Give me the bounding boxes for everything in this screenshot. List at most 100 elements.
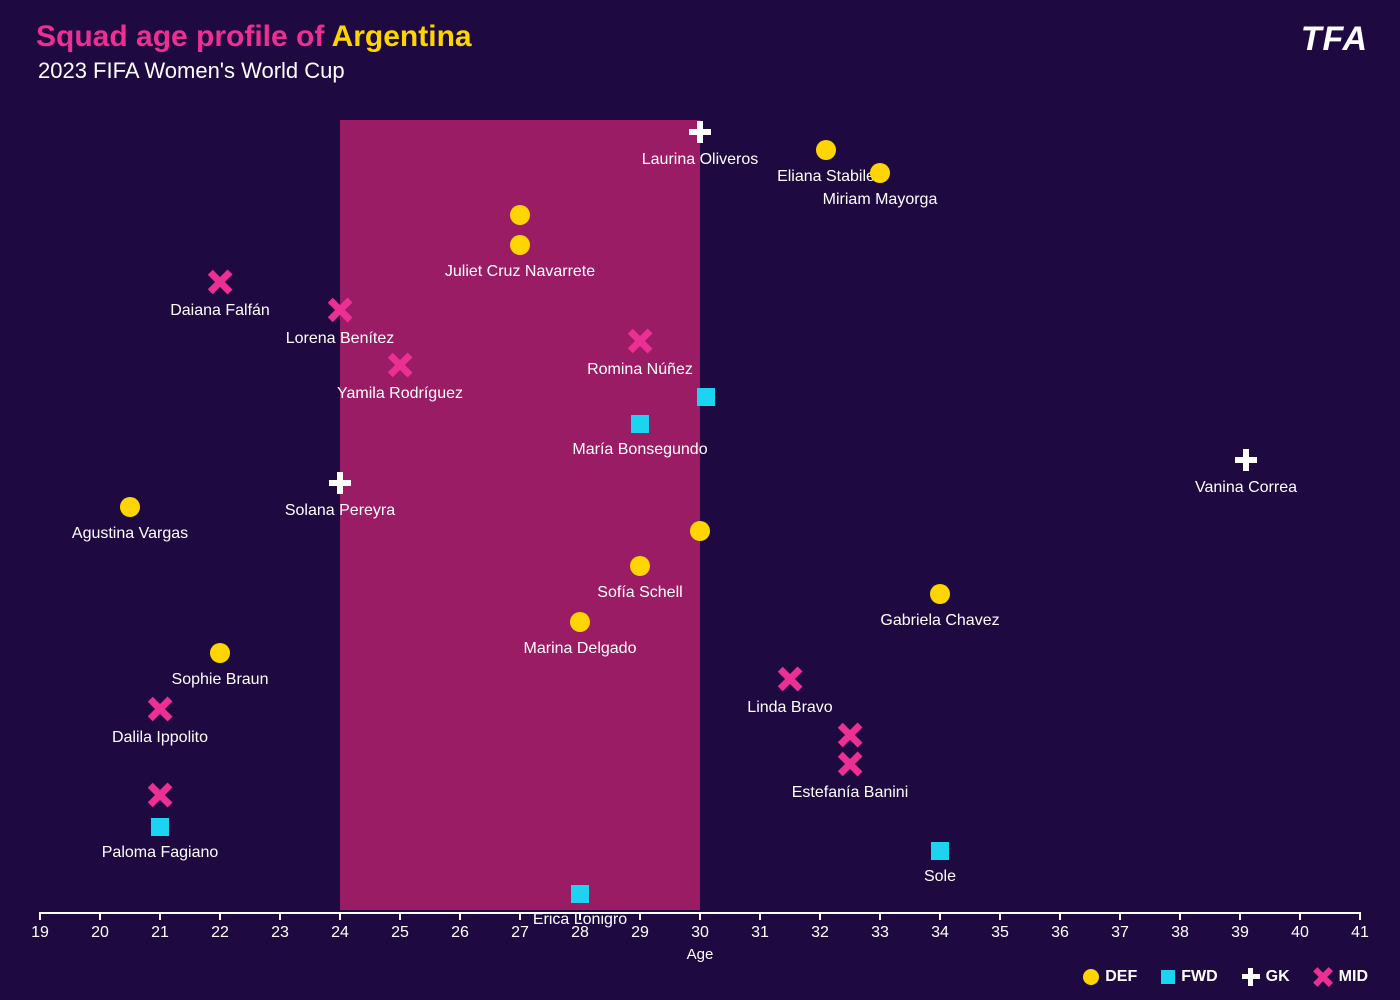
- data-point: [388, 353, 412, 377]
- brand-logo: TFA: [1301, 20, 1368, 59]
- data-point: [148, 783, 172, 807]
- data-point-label: Gabriela Chavez: [880, 612, 999, 630]
- legend-item: FWD: [1161, 968, 1217, 986]
- data-point: [630, 556, 650, 576]
- data-point: [329, 472, 351, 494]
- legend-marker: [1314, 967, 1333, 986]
- x-tick-label: 32: [811, 924, 829, 942]
- legend-marker: [1083, 969, 1099, 985]
- legend-marker: [1242, 968, 1260, 986]
- x-tick: [699, 912, 701, 920]
- x-tick-label: 29: [631, 924, 649, 942]
- legend-marker: [1161, 970, 1175, 984]
- data-point-label: Lorena Benítez: [286, 330, 395, 348]
- x-tick-label: 27: [511, 924, 529, 942]
- x-tick: [1179, 912, 1181, 920]
- data-point: [1235, 449, 1257, 471]
- data-point: [930, 584, 950, 604]
- data-point: [151, 818, 169, 836]
- legend-item: DEF: [1083, 968, 1137, 986]
- data-point-label: Vanina Correa: [1195, 479, 1297, 497]
- x-tick: [759, 912, 761, 920]
- data-point-label: Laurina Oliveros: [642, 151, 759, 169]
- x-axis-label: Age: [687, 946, 714, 963]
- x-tick: [219, 912, 221, 920]
- data-point: [510, 205, 530, 225]
- x-tick: [39, 912, 41, 920]
- data-point: [697, 388, 715, 406]
- x-tick: [579, 912, 581, 920]
- x-tick: [399, 912, 401, 920]
- data-point: [328, 298, 352, 322]
- data-point: [148, 697, 172, 721]
- x-tick-label: 26: [451, 924, 469, 942]
- data-point-label: Marina Delgado: [524, 640, 637, 658]
- x-tick-label: 31: [751, 924, 769, 942]
- legend: DEF FWD GK MID: [1083, 967, 1368, 986]
- x-tick-label: 36: [1051, 924, 1069, 942]
- x-tick: [339, 912, 341, 920]
- legend-label: MID: [1339, 968, 1368, 986]
- data-point: [689, 121, 711, 143]
- data-point-label: Solana Pereyra: [285, 502, 395, 520]
- data-point: [816, 140, 836, 160]
- data-point-label: Eliana Stabile: [777, 168, 875, 186]
- data-point: [778, 667, 802, 691]
- x-tick: [879, 912, 881, 920]
- x-tick-label: 23: [271, 924, 289, 942]
- data-point-label: Miriam Mayorga: [823, 191, 938, 209]
- x-tick-label: 25: [391, 924, 409, 942]
- x-tick-label: 21: [151, 924, 169, 942]
- x-tick: [819, 912, 821, 920]
- data-point: [838, 723, 862, 747]
- legend-label: DEF: [1105, 968, 1137, 986]
- chart-subtitle: 2023 FIFA Women's World Cup: [38, 58, 345, 84]
- data-point-label: Sole: [924, 868, 956, 886]
- x-tick: [279, 912, 281, 920]
- legend-item: MID: [1314, 967, 1368, 986]
- data-point-label: María Bonsegundo: [572, 441, 707, 459]
- x-tick: [1239, 912, 1241, 920]
- x-tick-label: 33: [871, 924, 889, 942]
- data-point: [628, 329, 652, 353]
- plot-area: Laurina Oliveros Eliana Stabile Miriam May…: [40, 120, 1360, 910]
- data-point: [208, 270, 232, 294]
- data-point-label: Paloma Fagiano: [102, 844, 219, 862]
- data-point-label: Romina Núñez: [587, 361, 693, 379]
- data-point-label: Juliet Cruz Navarrete: [445, 263, 595, 281]
- x-tick: [939, 912, 941, 920]
- x-tick: [999, 912, 1001, 920]
- x-tick: [459, 912, 461, 920]
- legend-label: FWD: [1181, 968, 1217, 986]
- title-prefix: Squad age profile of: [36, 20, 332, 53]
- x-tick-label: 19: [31, 924, 49, 942]
- data-point-label: Linda Bravo: [747, 699, 832, 717]
- data-point: [690, 521, 710, 541]
- x-tick-label: 34: [931, 924, 949, 942]
- data-point: [631, 415, 649, 433]
- data-point-label: Daiana Falfán: [170, 302, 270, 320]
- data-point: [120, 497, 140, 517]
- title-team: Argentina: [332, 20, 472, 53]
- x-tick-label: 28: [571, 924, 589, 942]
- data-point-label: Agustina Vargas: [72, 525, 188, 543]
- x-tick: [639, 912, 641, 920]
- x-tick-label: 22: [211, 924, 229, 942]
- x-tick-label: 41: [1351, 924, 1369, 942]
- x-tick: [99, 912, 101, 920]
- data-point-label: Sophie Braun: [172, 671, 269, 689]
- data-point: [510, 235, 530, 255]
- x-tick: [1359, 912, 1361, 920]
- x-tick-label: 38: [1171, 924, 1189, 942]
- data-point-label: Sofía Schell: [597, 584, 682, 602]
- x-tick-label: 37: [1111, 924, 1129, 942]
- x-tick-label: 39: [1231, 924, 1249, 942]
- x-tick-label: 40: [1291, 924, 1309, 942]
- data-point: [210, 643, 230, 663]
- data-point: [571, 885, 589, 903]
- legend-label: GK: [1266, 968, 1290, 986]
- x-tick-label: 30: [691, 924, 709, 942]
- x-tick: [1059, 912, 1061, 920]
- x-tick: [1119, 912, 1121, 920]
- x-tick: [1299, 912, 1301, 920]
